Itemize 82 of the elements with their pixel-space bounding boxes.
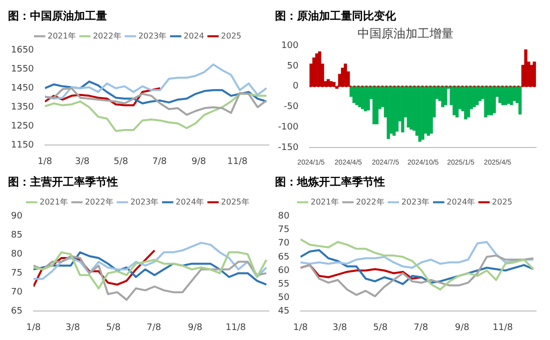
x-tick-label: 9/8 — [191, 156, 206, 167]
y-tick-label: 70 — [278, 238, 290, 249]
legend-label: 2023年 — [401, 197, 430, 206]
y-tick-label: 60 — [278, 266, 290, 276]
x-tick-label: 3/8 — [75, 156, 90, 167]
bar — [476, 86, 479, 106]
y-tick-label: 75 — [11, 268, 22, 279]
y-tick-label: 50 — [278, 292, 290, 303]
x-tick-label: 7/8 — [152, 156, 167, 167]
legend-label: 2023年 — [138, 31, 167, 40]
y-tick-label: 1550 — [11, 64, 34, 75]
legend-label: 2025 — [221, 31, 242, 40]
bar — [444, 86, 448, 106]
y-tick-label: 70 — [11, 288, 23, 298]
bar — [472, 86, 476, 108]
x-tick-label: 5/8 — [373, 322, 388, 333]
x-tick-label: 3/8 — [65, 322, 80, 333]
y-tick-label: -150 — [278, 142, 299, 153]
chart-title: 图：原油加工量同比变化 — [275, 9, 397, 22]
y-tick-label: 1350 — [11, 102, 34, 113]
y-tick-label: -100 — [278, 122, 299, 133]
y-tick-label: 1250 — [11, 122, 34, 132]
legend-label: 2021年 — [310, 197, 339, 206]
x-tick-label: 5/8 — [106, 322, 121, 333]
chart-title: 图：地炼开工率季节性 — [275, 175, 385, 188]
y-tick-label: 50 — [286, 61, 299, 72]
x-tick-label: 1/8 — [26, 322, 41, 333]
y-tick-label: 1650 — [11, 46, 34, 56]
x-tick-label: 11/8 — [492, 322, 514, 333]
legend-label: 2024年 — [176, 197, 204, 206]
chart-title: 图：中国原油加工量 — [8, 9, 107, 22]
bar — [441, 86, 444, 108]
y-tick-label: 65 — [278, 252, 290, 262]
x-tick-label: 1/8 — [293, 322, 308, 333]
y-tick-label: 0 — [292, 82, 299, 92]
bar — [430, 86, 433, 134]
x-tick-label: 5/8 — [114, 156, 128, 167]
y-tick-label: 80 — [11, 250, 23, 260]
chart-title: 图：主营开工率季节性 — [8, 175, 118, 188]
x-tick-label: 1/8 — [38, 156, 52, 167]
bar — [466, 86, 470, 118]
y-tick-label: -50 — [284, 102, 299, 112]
bar — [358, 86, 362, 108]
bar — [372, 86, 376, 124]
bar — [452, 86, 456, 116]
y-tick-label: 55 — [278, 279, 290, 290]
y-tick-label: 75 — [278, 225, 290, 236]
legend-label: 2023年 — [130, 197, 159, 206]
y-tick-label: 90 — [11, 212, 23, 222]
bar — [518, 86, 522, 114]
bar — [455, 86, 459, 118]
x-tick-label: 3/8 — [332, 322, 348, 333]
y-tick-label: 80 — [278, 212, 290, 222]
legend-label: 2024年 — [446, 197, 476, 206]
bar — [366, 86, 370, 110]
x-tick-label: 7/8 — [414, 322, 428, 333]
x-tick-label: 9/8 — [188, 322, 203, 333]
legend-label: 2022年 — [356, 197, 384, 206]
y-tick-label: 85 — [11, 230, 22, 241]
y-tick-label: 1450 — [11, 84, 34, 94]
x-tick-label: 11/8 — [227, 156, 248, 167]
y-tick-label: 1150 — [11, 140, 34, 151]
legend-label: 2025 — [492, 197, 512, 206]
x-tick-label: 7/8 — [146, 322, 162, 333]
bar — [352, 86, 356, 104]
chart-subtitle: 中国原油加工增量 — [358, 26, 454, 41]
bar — [498, 86, 502, 104]
y-tick-label: 65 — [11, 306, 22, 317]
legend-label: 2022年 — [92, 31, 122, 40]
legend-label: 2022年 — [84, 197, 114, 206]
bar — [401, 86, 404, 132]
legend-label: 2021年 — [40, 197, 68, 206]
legend-label: 2021年 — [48, 31, 76, 40]
legend-label: 2025年 — [221, 197, 250, 206]
y-tick-label: 100 — [281, 40, 299, 51]
y-tick-label: 45 — [278, 306, 290, 317]
legend-label: 2024 — [184, 31, 204, 40]
bar — [464, 86, 468, 120]
bar — [492, 86, 496, 114]
x-tick-label: 11/8 — [226, 322, 246, 333]
x-tick-label: 9/8 — [454, 322, 470, 333]
bar — [484, 86, 488, 118]
